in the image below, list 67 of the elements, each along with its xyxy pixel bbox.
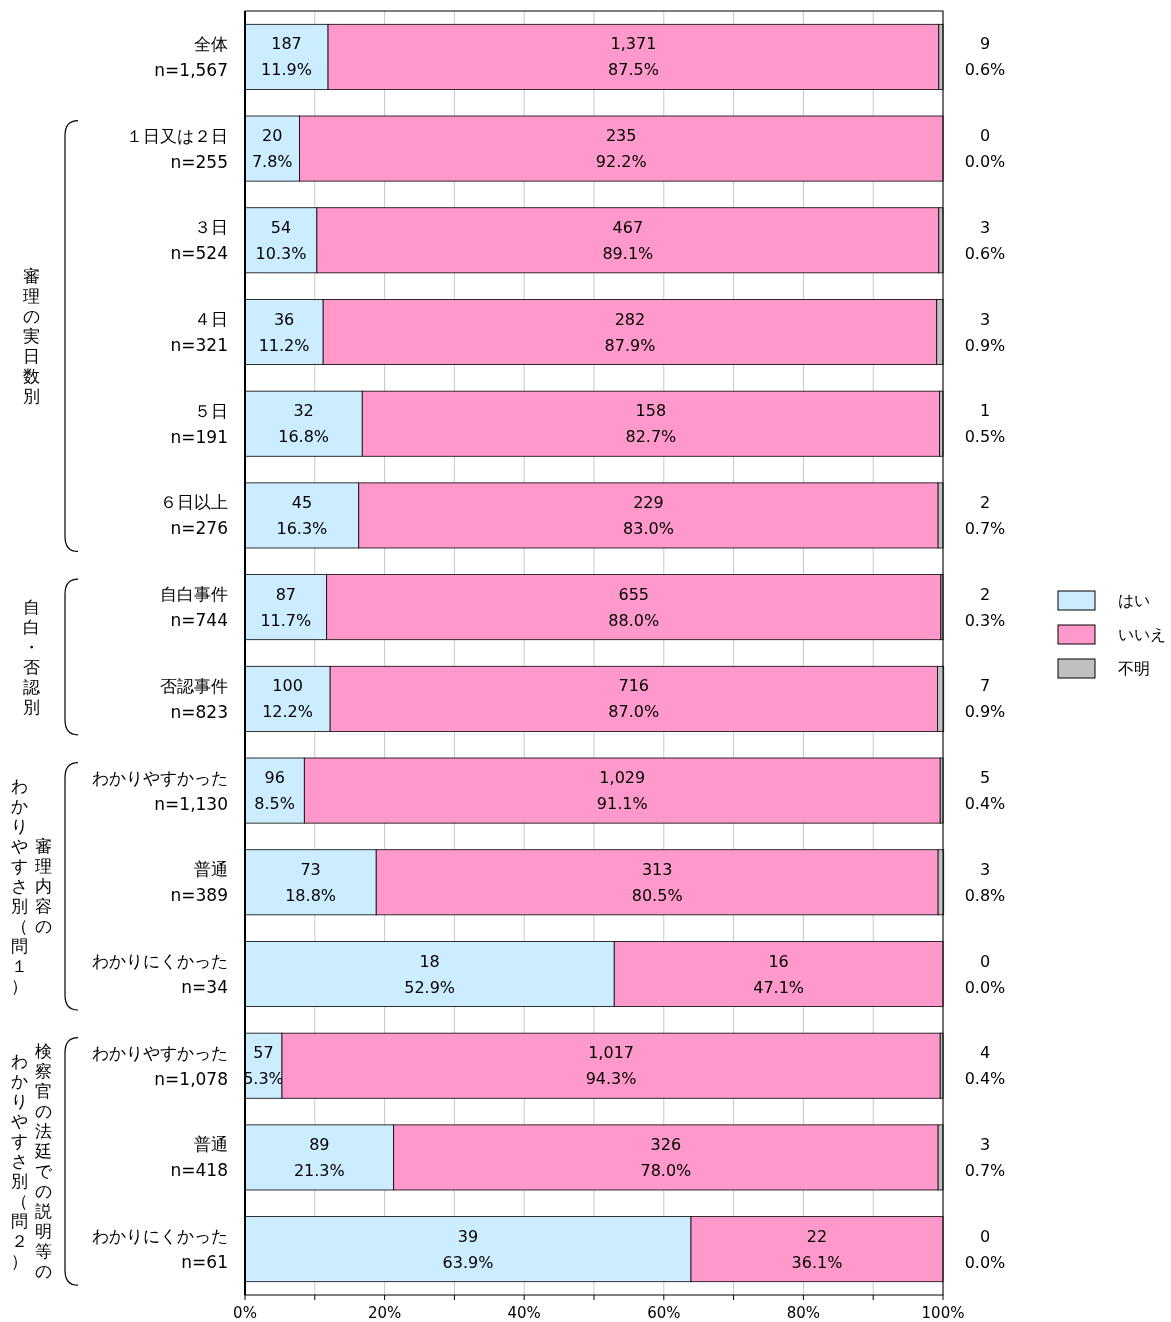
x-tick-label: 100% xyxy=(921,1304,965,1322)
data-label: 5 0.4% xyxy=(964,768,1006,814)
data-label: 326 78.0% xyxy=(640,1134,692,1180)
data-label: 7 0.9% xyxy=(964,676,1006,722)
y-tick-label: 普通 n=418 xyxy=(170,1134,228,1181)
text: 審理内容のわかりやすさ別（問１） xyxy=(10,776,52,997)
data-label: 3 0.7% xyxy=(964,1134,1006,1180)
data-label: 89 21.3% xyxy=(293,1134,345,1180)
data-label: 2 0.7% xyxy=(964,492,1006,538)
x-tick-label: 40% xyxy=(507,1304,541,1322)
data-label: 39 63.9% xyxy=(442,1226,494,1272)
x-tick-label: 60% xyxy=(647,1304,681,1322)
y-tick-label: わかりやすかった n=1,130 xyxy=(92,767,228,814)
legend-label: 不明 xyxy=(1118,658,1150,678)
data-label: 36 11.2% xyxy=(258,309,310,355)
data-label: 4 0.4% xyxy=(964,1043,1006,1089)
y-tick-label: 否認事件 n=823 xyxy=(160,675,228,722)
data-label: 187 11.9% xyxy=(261,34,312,80)
y-tick-label: わかりにくかった n=61 xyxy=(92,1226,228,1273)
data-label: 1 0.5% xyxy=(964,401,1006,447)
y-tick-label: 自白事件 n=744 xyxy=(160,584,228,631)
data-label: 3 0.8% xyxy=(964,859,1006,905)
y-tick-label: わかりにくかった n=34 xyxy=(92,951,228,997)
data-label: 282 87.9% xyxy=(604,309,656,355)
data-label: 1,029 91.1% xyxy=(596,768,648,814)
legend-label: いいえ xyxy=(1118,624,1166,644)
data-label: 1,371 87.5% xyxy=(608,34,659,80)
x-tick-label: 20% xyxy=(367,1304,402,1322)
data-label: 0 0.0% xyxy=(964,1226,1006,1272)
y-tick-label: １日又は２日 n=255 xyxy=(126,125,228,172)
y-tick-label: ６日以上 n=276 xyxy=(160,492,228,539)
data-label: 655 88.0% xyxy=(608,584,660,630)
data-label: 467 89.1% xyxy=(602,217,654,263)
y-tick-label: わかりやすかった n=1,078 xyxy=(92,1042,228,1089)
data-label: 2 0.3% xyxy=(964,584,1006,630)
data-label: 0 0.0% xyxy=(964,126,1006,172)
data-label: 20 7.8% xyxy=(251,126,293,172)
data-label: 54 10.3% xyxy=(255,217,307,263)
y-tick-label: ４日 n=321 xyxy=(170,309,228,355)
y-tick-label: 全体 n=1,567 xyxy=(154,33,228,80)
data-label: 87 11.7% xyxy=(260,584,312,630)
data-label: 96 8.5% xyxy=(254,768,295,814)
data-label: 716 87.0% xyxy=(608,676,660,722)
data-label: 45 16.3% xyxy=(276,492,328,538)
data-label: 158 82.7% xyxy=(625,401,677,447)
data-label: 235 92.2% xyxy=(595,126,647,172)
data-label: 229 83.0% xyxy=(623,492,674,538)
data-label: 100 12.2% xyxy=(262,676,313,722)
data-label: 1,017 94.3% xyxy=(585,1043,637,1089)
data-label: 73 18.8% xyxy=(285,859,337,905)
legend-label: はい xyxy=(1118,590,1150,610)
data-label: 9 0.6% xyxy=(964,34,1006,80)
text: 審理の実日数別 xyxy=(22,266,40,406)
data-label: 32 16.8% xyxy=(278,401,330,447)
data-label: 22 36.1% xyxy=(791,1226,843,1272)
data-label: 3 0.9% xyxy=(964,309,1006,355)
x-tick-label: 0% xyxy=(233,1304,257,1322)
data-label: 0 0.0% xyxy=(964,951,1006,997)
y-tick-label: 普通 n=389 xyxy=(170,859,228,906)
x-tick-label: 80% xyxy=(786,1304,821,1322)
y-tick-label: ５日 n=191 xyxy=(170,400,228,447)
data-label: 313 80.5% xyxy=(631,859,683,905)
y-tick-label: ３日 n=524 xyxy=(170,217,228,264)
data-label: 16 47.1% xyxy=(753,951,805,997)
text: 自白・否認別 xyxy=(22,597,40,717)
data-label: 18 52.9% xyxy=(404,951,456,997)
data-label: 3 0.6% xyxy=(964,217,1006,263)
